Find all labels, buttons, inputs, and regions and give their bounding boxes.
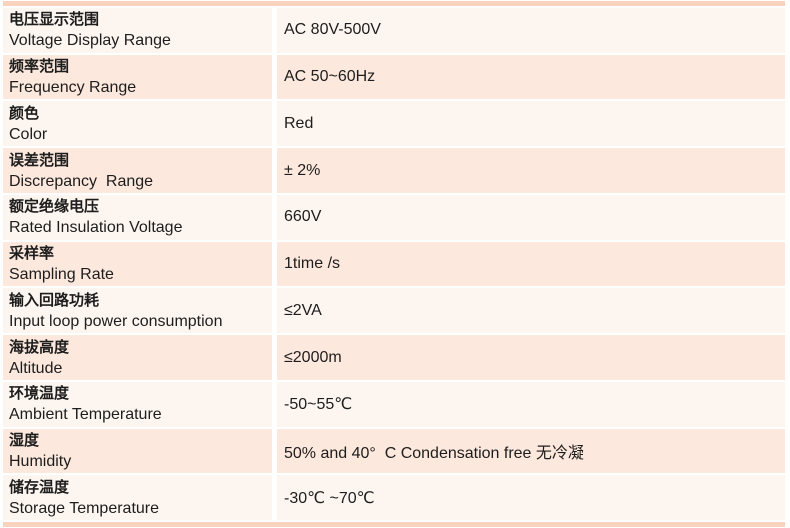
parameter-label-english: Voltage Display Range	[9, 32, 171, 50]
table-row: 频率范围 Frequency Range AC 50~60Hz	[3, 54, 785, 100]
parameter-cell: 频率范围 Frequency Range	[3, 54, 272, 100]
value-cell: -50~55℃	[277, 381, 785, 427]
parameter-label-chinese: 额定绝缘电压	[9, 198, 100, 216]
parameter-label-chinese: 频率范围	[9, 58, 70, 76]
value-cell: 660V	[277, 194, 785, 240]
parameter-label-chinese: 电压显示范围	[9, 11, 100, 29]
value-cell: AC 50~60Hz	[277, 54, 785, 100]
value-cell: 50% and 40° C Condensation free 无冷凝	[277, 428, 785, 474]
table-top-border-bar	[3, 1, 785, 6]
table-row: 额定绝缘电压 Rated Insulation Voltage 660V	[3, 194, 785, 240]
value-cell: ≤2VA	[277, 288, 785, 334]
table-row: 电压显示范围 Voltage Display Range AC 80V-500V	[3, 8, 785, 53]
parameter-label-english: Humidity	[9, 452, 72, 470]
table-row: 采样率 Sampling Rate 1time /s	[3, 241, 785, 287]
parameter-cell: 储存温度 Storage Temperature	[3, 475, 272, 521]
parameter-label-chinese: 环境温度	[9, 385, 70, 403]
spec-table-rows: 电压显示范围 Voltage Display Range AC 80V-500V…	[3, 8, 785, 521]
parameter-label-english: Sampling Rate	[9, 266, 114, 284]
table-row: 误差范围 Discrepancy Range ± 2%	[3, 148, 785, 193]
parameter-cell: 电压显示范围 Voltage Display Range	[3, 8, 272, 53]
value-cell: ≤2000m	[277, 335, 785, 380]
parameter-label-english: Input loop power consumption	[9, 312, 223, 330]
parameter-cell: 误差范围 Discrepancy Range	[3, 148, 272, 193]
parameter-label-english: Rated Insulation Voltage	[9, 219, 183, 237]
parameter-cell: 采样率 Sampling Rate	[3, 241, 272, 287]
value-cell: ± 2%	[277, 148, 785, 193]
parameter-label-english: Color	[9, 125, 48, 143]
parameter-label-chinese: 输入回路功耗	[9, 291, 100, 309]
parameter-label-english: Ambient Temperature	[9, 406, 162, 424]
parameter-label-chinese: 颜色	[9, 104, 40, 122]
table-row: 环境温度 Ambient Temperature -50~55℃	[3, 381, 785, 427]
parameter-label-chinese: 储存温度	[9, 478, 70, 496]
parameter-label-chinese: 误差范围	[9, 151, 70, 169]
table-row: 海拔高度 Altitude ≤2000m	[3, 335, 785, 380]
parameter-cell: 湿度 Humidity	[3, 428, 272, 474]
parameter-cell: 海拔高度 Altitude	[3, 335, 272, 380]
value-cell: AC 80V-500V	[277, 8, 785, 53]
table-row: 颜色 Color Red	[3, 101, 785, 147]
parameter-cell: 环境温度 Ambient Temperature	[3, 381, 272, 427]
table-row: 湿度 Humidity 50% and 40° C Condensation f…	[3, 428, 785, 474]
table-row: 储存温度 Storage Temperature -30℃ ~70℃	[3, 475, 785, 521]
spec-table: 电压显示范围 Voltage Display Range AC 80V-500V…	[3, 1, 785, 527]
parameter-label-english: Frequency Range	[9, 79, 137, 97]
parameter-cell: 额定绝缘电压 Rated Insulation Voltage	[3, 194, 272, 240]
table-row: 输入回路功耗 Input loop power consumption ≤2VA	[3, 288, 785, 334]
table-bottom-border-bar	[3, 522, 785, 527]
value-cell: Red	[277, 101, 785, 147]
parameter-label-english: Storage Temperature	[9, 499, 160, 517]
parameter-label-english: Discrepancy Range	[9, 172, 154, 190]
parameter-label-chinese: 采样率	[9, 245, 55, 263]
parameter-label-chinese: 海拔高度	[9, 338, 70, 356]
parameter-label-english: Altitude	[9, 359, 63, 377]
parameter-label-chinese: 湿度	[9, 431, 40, 449]
parameter-cell: 颜色 Color	[3, 101, 272, 147]
value-cell: 1time /s	[277, 241, 785, 287]
value-cell: -30℃ ~70℃	[277, 475, 785, 521]
parameter-cell: 输入回路功耗 Input loop power consumption	[3, 288, 272, 334]
